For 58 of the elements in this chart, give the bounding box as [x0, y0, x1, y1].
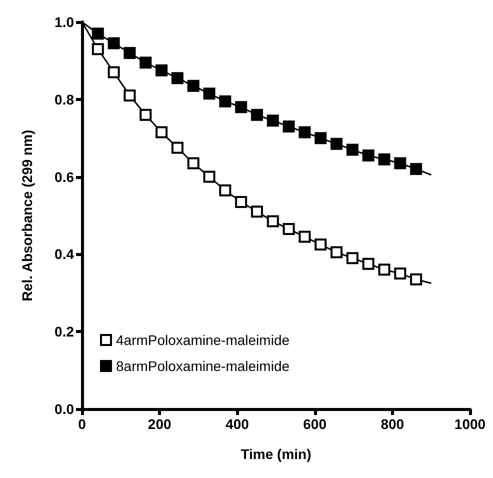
- point: [266, 114, 279, 127]
- point: [346, 252, 358, 264]
- point: [108, 66, 120, 78]
- point: [140, 56, 152, 69]
- y-tick-label: 0.0: [54, 401, 74, 417]
- point: [235, 101, 248, 114]
- point: [140, 108, 152, 121]
- point: [394, 157, 406, 170]
- point: [250, 108, 263, 121]
- point: [362, 150, 374, 162]
- y-tick-label: 0.6: [54, 168, 74, 185]
- x-tick-label: 0: [78, 416, 86, 432]
- point: [171, 142, 184, 154]
- legend-label: 4armPoloxamine-maleimide: [116, 332, 290, 348]
- point: [362, 258, 374, 270]
- x-tick-label: 200: [148, 416, 172, 432]
- point: [346, 144, 358, 156]
- y-axis-title: Rel. Absorbance (299 nm): [19, 130, 35, 302]
- point: [203, 88, 216, 100]
- point: [124, 90, 136, 102]
- legend-label: 8armPoloxamine-maleimide: [116, 358, 290, 374]
- y-tick-label: 0.4: [54, 246, 74, 262]
- x-axis-title: Time (min): [240, 446, 312, 462]
- point: [266, 215, 279, 228]
- point: [394, 268, 406, 280]
- point: [330, 138, 343, 150]
- point: [156, 126, 168, 138]
- point: [378, 153, 390, 166]
- point: [124, 46, 136, 59]
- x-tick-label: 600: [303, 416, 327, 432]
- point: [378, 264, 390, 276]
- point: [314, 132, 327, 144]
- point: [171, 72, 184, 84]
- point: [156, 64, 168, 76]
- point: [219, 95, 232, 108]
- point: [282, 223, 295, 236]
- point: [92, 43, 104, 56]
- x-tick-label: 400: [226, 416, 250, 432]
- point: [410, 163, 422, 176]
- point: [203, 170, 216, 183]
- point: [108, 37, 120, 50]
- point: [219, 184, 232, 196]
- x-tick-label: 800: [380, 416, 404, 432]
- x-tick-label: 1000: [454, 416, 486, 432]
- point: [235, 196, 248, 208]
- point: [330, 246, 343, 258]
- point: [187, 80, 200, 92]
- y-tick-label: 0.8: [54, 91, 74, 108]
- point: [410, 273, 422, 286]
- point: [282, 120, 295, 132]
- point: [298, 126, 311, 138]
- y-tick-label: 0.2: [54, 324, 74, 340]
- y-tick-label: 1.0: [54, 14, 74, 30]
- point: [250, 206, 263, 218]
- point: [298, 230, 311, 243]
- point: [187, 157, 200, 170]
- point: [92, 28, 104, 40]
- point: [314, 238, 327, 251]
